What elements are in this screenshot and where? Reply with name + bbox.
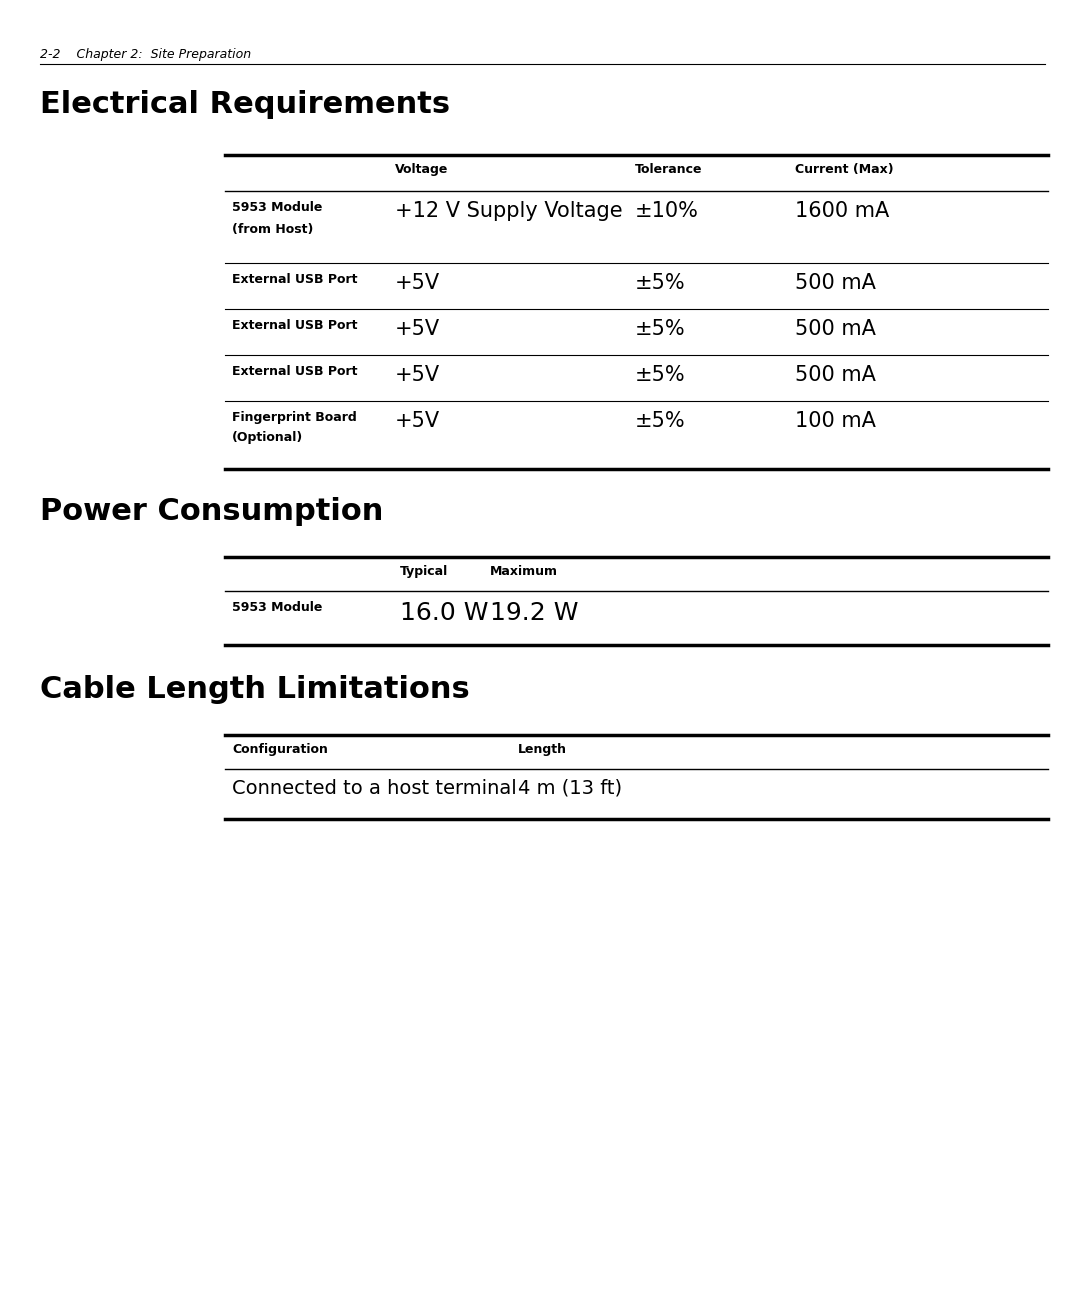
- Text: Power Consumption: Power Consumption: [40, 496, 383, 526]
- Text: Length: Length: [518, 743, 567, 756]
- Text: 1600 mA: 1600 mA: [795, 201, 889, 222]
- Text: Typical: Typical: [400, 565, 448, 578]
- Text: 4 m (13 ft): 4 m (13 ft): [518, 779, 622, 798]
- Text: 16.0 W: 16.0 W: [400, 601, 488, 625]
- Text: 5953 Module: 5953 Module: [232, 201, 322, 214]
- Text: Cable Length Limitations: Cable Length Limitations: [40, 675, 470, 704]
- Text: Voltage: Voltage: [395, 163, 448, 176]
- Text: External USB Port: External USB Port: [232, 273, 357, 286]
- Text: ±5%: ±5%: [635, 273, 686, 293]
- Text: External USB Port: External USB Port: [232, 319, 357, 332]
- Text: Tolerance: Tolerance: [635, 163, 702, 176]
- Text: Connected to a host terminal: Connected to a host terminal: [232, 779, 516, 798]
- Text: +5V: +5V: [395, 411, 441, 432]
- Text: ±10%: ±10%: [635, 201, 699, 222]
- Text: Fingerprint Board: Fingerprint Board: [232, 411, 356, 424]
- Text: 500 mA: 500 mA: [795, 365, 876, 385]
- Text: (Optional): (Optional): [232, 432, 303, 445]
- Text: External USB Port: External USB Port: [232, 365, 357, 378]
- Text: 500 mA: 500 mA: [795, 319, 876, 340]
- Text: ±5%: ±5%: [635, 411, 686, 432]
- Text: +12 V Supply Voltage: +12 V Supply Voltage: [395, 201, 623, 222]
- Text: Electrical Requirements: Electrical Requirements: [40, 89, 450, 119]
- Text: +5V: +5V: [395, 365, 441, 385]
- Text: (from Host): (from Host): [232, 223, 313, 236]
- Text: Configuration: Configuration: [232, 743, 328, 756]
- Text: ±5%: ±5%: [635, 319, 686, 340]
- Text: 500 mA: 500 mA: [795, 273, 876, 293]
- Text: 5953 Module: 5953 Module: [232, 601, 322, 614]
- Text: +5V: +5V: [395, 273, 441, 293]
- Text: 2-2    Chapter 2:  Site Preparation: 2-2 Chapter 2: Site Preparation: [40, 48, 252, 61]
- Text: 19.2 W: 19.2 W: [490, 601, 579, 625]
- Text: 100 mA: 100 mA: [795, 411, 876, 432]
- Text: Current (Max): Current (Max): [795, 163, 893, 176]
- Text: Maximum: Maximum: [490, 565, 558, 578]
- Text: ±5%: ±5%: [635, 365, 686, 385]
- Text: +5V: +5V: [395, 319, 441, 340]
